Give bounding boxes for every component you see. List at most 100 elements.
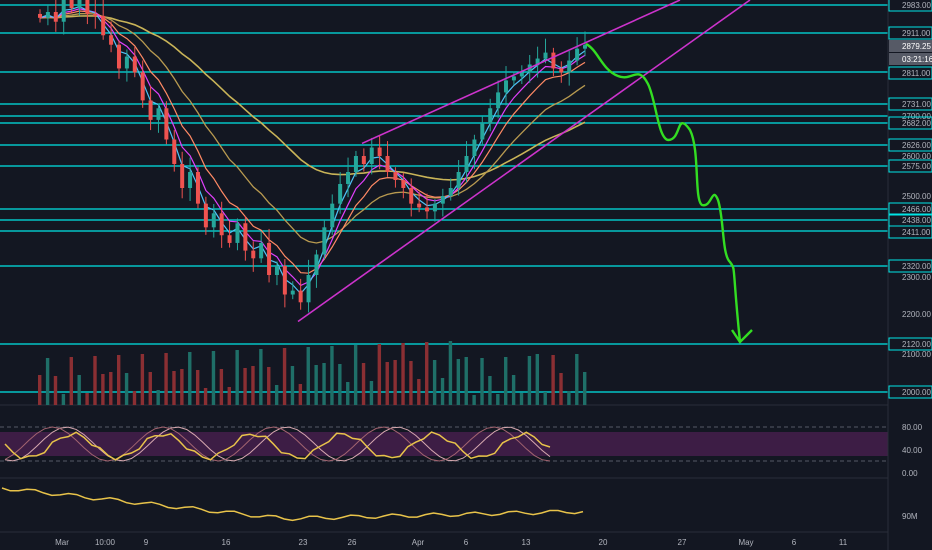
y-tick-label: 2500.00 <box>902 192 931 201</box>
volume-bar <box>259 349 263 405</box>
oscillator-tick-label: 40.00 <box>902 446 923 455</box>
candle-body <box>148 100 153 120</box>
candle-body <box>401 180 406 188</box>
candle-body <box>101 15 106 36</box>
y-tick-label: 2200.00 <box>902 310 931 319</box>
y-tick-label: 2879.25 <box>902 42 931 51</box>
candle-body <box>243 223 248 251</box>
level-label-box <box>888 116 932 130</box>
volume-bar <box>298 384 303 405</box>
volume-bar <box>361 363 366 405</box>
volume-bar <box>409 361 413 405</box>
volume-bar <box>377 344 382 405</box>
level-label-box <box>888 97 932 111</box>
volume-bar <box>282 348 287 405</box>
candle-body <box>496 92 501 109</box>
candle-body <box>575 48 580 61</box>
volume-bar <box>227 387 231 405</box>
candle-body <box>180 164 185 188</box>
candle-body <box>156 108 161 120</box>
candle-body <box>488 108 493 124</box>
candle-body <box>203 203 208 228</box>
volume-bar <box>472 395 476 405</box>
candle-body <box>472 139 477 156</box>
candle-body <box>61 0 66 22</box>
y-tick-label: 2100.00 <box>902 350 931 359</box>
channel-upper-line <box>361 0 681 145</box>
candle-body <box>188 172 193 188</box>
candle-body <box>448 188 453 196</box>
candle-body <box>504 80 509 93</box>
y-tick-label: 2811.00 <box>902 69 931 78</box>
y-tick-label: 2911.00 <box>902 29 931 38</box>
candle-body <box>480 123 485 140</box>
volume-bar <box>575 354 579 405</box>
level-label-box <box>888 202 932 216</box>
volume-bar <box>543 392 547 405</box>
volume-bar <box>172 371 176 405</box>
candle-body <box>93 13 98 16</box>
volume-bar <box>235 350 239 405</box>
volume-bar <box>219 369 224 405</box>
volume-bar <box>195 370 200 405</box>
y-tick-label: 2320.00 <box>902 262 931 271</box>
volume-bar <box>109 372 113 405</box>
volume-bar <box>440 378 445 405</box>
x-tick-label: 20 <box>599 538 608 547</box>
candle-body <box>77 0 82 9</box>
volume-bar <box>203 388 208 405</box>
volume-tick-label: 90M <box>902 512 918 521</box>
volume-bar <box>496 394 500 405</box>
x-tick-label: May <box>738 538 753 547</box>
candle-body <box>69 0 74 9</box>
x-tick-label: Mar <box>55 538 69 547</box>
candle-body <box>259 242 264 259</box>
y-tick-label: 2466.00 <box>902 205 931 214</box>
y-tick-label: 2438.00 <box>902 216 931 225</box>
volume-bar <box>93 356 97 405</box>
volume-bar <box>527 356 532 405</box>
volume-bar <box>124 373 129 405</box>
x-tick-label: 9 <box>144 538 149 547</box>
volume-bar <box>567 391 571 405</box>
ema-mid-line <box>39 8 586 287</box>
volume-bar <box>156 390 160 405</box>
y-tick-label: 2575.00 <box>902 162 931 171</box>
candle-body <box>109 35 114 45</box>
volume-bar <box>353 345 358 405</box>
x-tick-label: 6 <box>792 538 797 547</box>
y-tick-label: 2983.00 <box>902 1 931 10</box>
ema-fast-line <box>39 6 586 295</box>
channel-lower-line <box>297 0 751 323</box>
volume-bar <box>369 381 374 405</box>
y-tick-label: 2626.00 <box>902 141 931 150</box>
x-tick-label: Apr <box>412 538 425 547</box>
candle-body <box>583 45 587 49</box>
level-label-box <box>888 259 932 273</box>
y-tick-label: 2600.00 <box>902 152 931 161</box>
volume-bar <box>480 358 484 405</box>
volume-bar <box>188 352 192 405</box>
ma-long-line <box>39 15 586 181</box>
volume-bar <box>464 357 468 405</box>
candle-body <box>227 235 232 243</box>
volume-bar <box>290 366 295 405</box>
stoch-k-line <box>4 426 551 462</box>
current-price-label-bg <box>889 53 932 65</box>
current-price-label-bg <box>889 40 932 52</box>
y-tick-label: 2731.00 <box>902 100 931 109</box>
volume-bar <box>314 365 318 405</box>
candle-body <box>116 44 121 69</box>
volume-bar <box>85 393 89 405</box>
candle-body <box>251 250 256 259</box>
x-tick-label: 11 <box>839 538 848 547</box>
candle-body <box>290 290 295 295</box>
candle-body <box>417 203 422 208</box>
candle-body <box>322 227 327 255</box>
candle-body <box>519 72 524 77</box>
volume-bar <box>267 367 271 405</box>
candle-body <box>346 172 351 184</box>
volume-bar <box>425 342 429 405</box>
